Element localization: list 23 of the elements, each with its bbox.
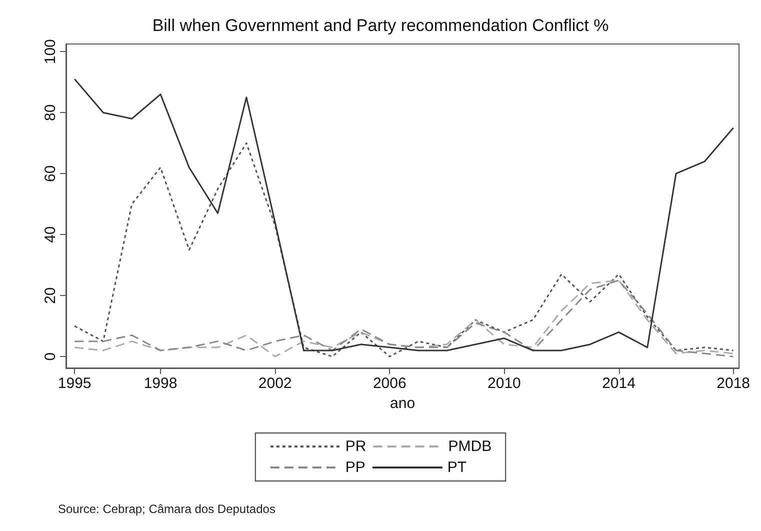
- x-tick-label: 2010: [488, 375, 521, 392]
- source-note: Source: Cebrap; Câmara dos Deputados: [58, 502, 276, 516]
- line-series: [74, 142, 734, 358]
- x-tick-label: 2018: [716, 375, 750, 392]
- y-tick-label: 0: [42, 352, 59, 361]
- legend-label: PT: [447, 459, 467, 476]
- line-series: [74, 78, 734, 352]
- x-tick-label: 1998: [144, 375, 178, 392]
- chart-title: Bill when Government and Party recommendation Conflict %: [152, 16, 609, 35]
- legend-label: PMDB: [448, 438, 492, 455]
- legend-label: PP: [345, 459, 366, 476]
- x-axis-title: ano: [390, 394, 416, 412]
- x-tick-label: 2002: [258, 375, 292, 392]
- x-tick-label: 2006: [372, 375, 406, 392]
- legend-label: PR: [345, 438, 366, 455]
- line-series: [74, 280, 734, 358]
- y-tick-label: 80: [42, 104, 59, 121]
- y-tick-label: 20: [42, 287, 59, 304]
- y-tick-label: 60: [42, 165, 59, 182]
- x-tick-label: 1995: [58, 375, 92, 392]
- y-tick-label: 100: [42, 39, 59, 64]
- x-tick-label: 2014: [602, 375, 636, 392]
- y-tick-label: 40: [42, 226, 59, 243]
